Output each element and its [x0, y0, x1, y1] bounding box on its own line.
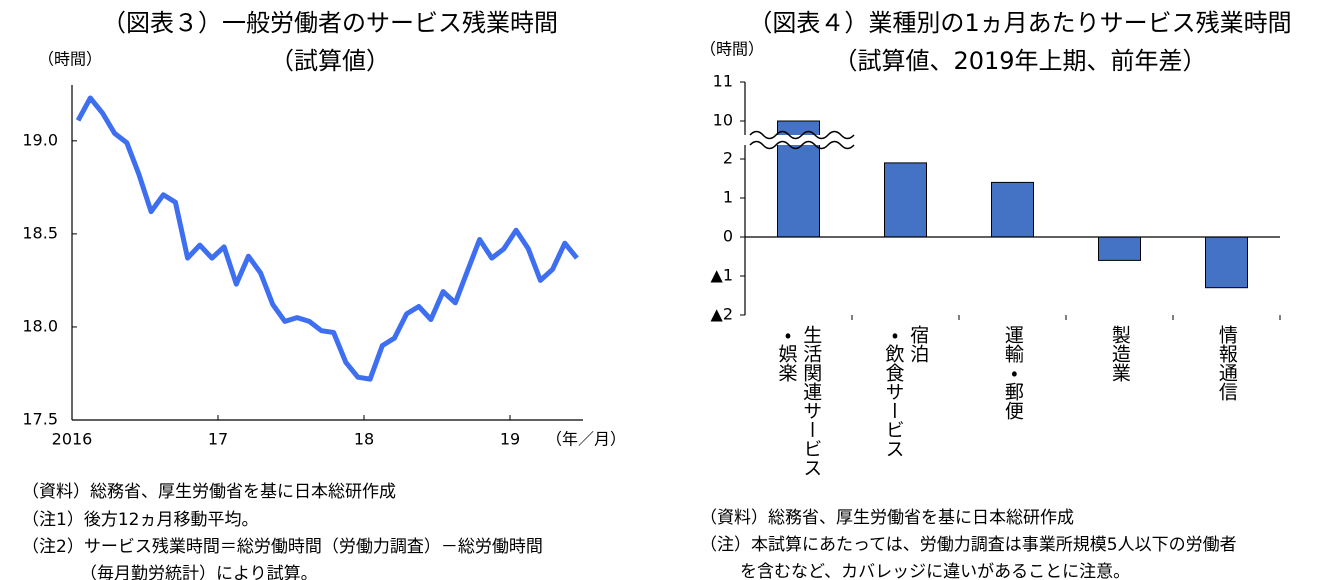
note: （注）本試算にあたっては、労働力調査は事業所規模5人以下の労働者 — [700, 535, 1237, 555]
y-tick-label: ▲1 — [711, 266, 733, 285]
y-tick-label: 10 — [713, 111, 733, 130]
note: （注1）後方12ヵ月移動平均。 — [22, 510, 258, 530]
x-tick-label: 17 — [208, 430, 228, 449]
x-tick-label-box: 宿泊 ・飲食サービス — [882, 325, 930, 458]
note: （資料）総務省、厚生労働省を基に日本総研作成 — [22, 482, 396, 502]
bar — [1205, 236, 1248, 289]
y-tick-label: 1 — [723, 188, 733, 207]
x-tick-label: 製造業 — [1108, 325, 1131, 382]
axis-break — [749, 130, 855, 140]
y-tick-label: ▲2 — [711, 305, 733, 324]
y-axis-label: （時間） — [700, 40, 764, 59]
chart-subtitle: （試算値） — [270, 47, 390, 75]
y-tick-label: 2 — [723, 149, 733, 168]
chart-title: （図表４）業種別の1ヵ月あたりサービス残業時間 — [748, 9, 1291, 37]
y-tick-label: 17.5 — [22, 410, 58, 429]
bar — [991, 181, 1034, 238]
x-tick-label: 運輸・郵便 — [1001, 325, 1024, 420]
x-tick-label-box: 生活関連サービス ・娯楽 — [775, 325, 823, 477]
x-tick-label: 生活関連サービス ・娯楽 — [775, 325, 823, 477]
bar — [1098, 236, 1141, 261]
x-tick-label: 19 — [500, 430, 520, 449]
x-tick-label: 18 — [354, 430, 374, 449]
x-tick-label: 2016 — [52, 430, 93, 449]
axis-break-mask — [740, 135, 858, 145]
y-tick-label: 18.0 — [22, 316, 58, 335]
note: （資料）総務省、厚生労働省を基に日本総研作成 — [700, 508, 1074, 528]
note: （注2）サービス残業時間＝総労働時間（労働力調査）－総労働時間 — [22, 537, 543, 557]
line-series — [75, 95, 579, 382]
x-tick-label-box: 情報通信 — [1215, 325, 1238, 401]
x-tick-label: 宿泊 ・飲食サービス — [882, 325, 930, 458]
note: （毎月勤労統計）により試算。 — [80, 564, 318, 580]
axis-break — [749, 140, 855, 150]
chart-title: （図表３）一般労働者のサービス残業時間 — [102, 9, 558, 37]
x-tick-label-box: 製造業 — [1108, 325, 1131, 382]
y-axis-label: （時間） — [38, 50, 102, 69]
y-tick-label: 18.5 — [22, 223, 58, 242]
y-tick-label: 0 — [723, 227, 733, 246]
bar — [884, 162, 927, 238]
note: を含むなど、カバレッジに違いがあることに注意。 — [740, 562, 1130, 580]
chart-subtitle: （試算値、2019年上期、前年差） — [833, 47, 1206, 75]
y-tick-label: 19.0 — [22, 130, 58, 149]
x-tick-label-box: 運輸・郵便 — [1001, 325, 1024, 420]
y-tick-label: 11 — [713, 72, 733, 91]
x-axis-label: （年／月） — [546, 430, 626, 449]
x-tick-label: 情報通信 — [1215, 325, 1238, 401]
